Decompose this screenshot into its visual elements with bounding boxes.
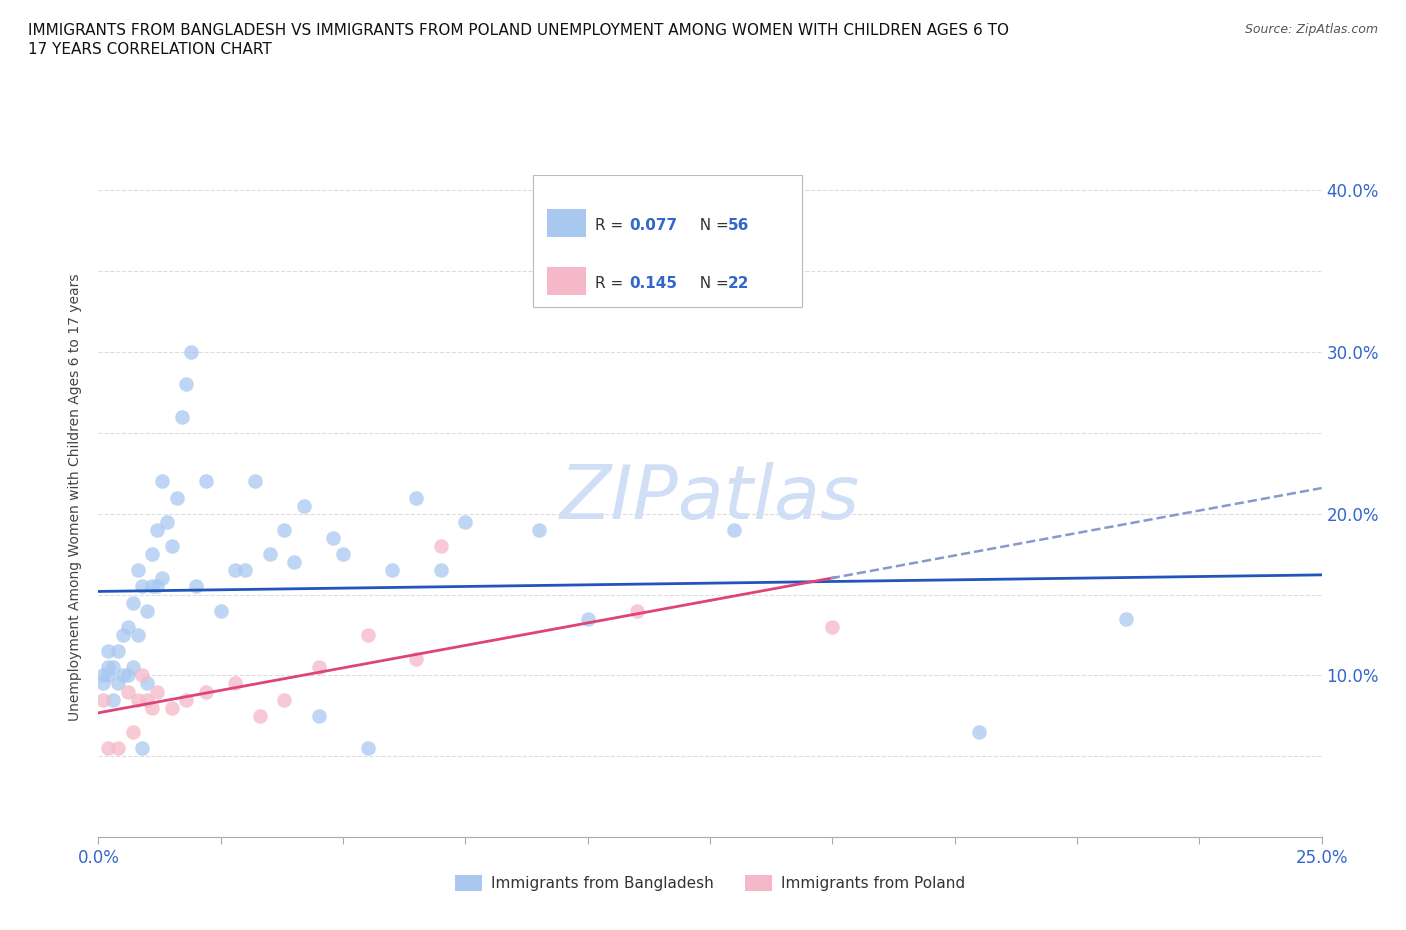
Point: [97, 660, 120, 675]
Point: [308, 709, 330, 724]
Text: Source: ZipAtlas.com: Source: ZipAtlas.com: [1244, 23, 1378, 36]
Point: [322, 530, 344, 545]
Point: [576, 611, 599, 626]
Text: 17 YEARS CORRELATION CHART: 17 YEARS CORRELATION CHART: [28, 42, 271, 57]
Point: [127, 563, 149, 578]
Text: N =: N =: [690, 276, 734, 291]
Legend: Immigrants from Bangladesh, Immigrants from Poland: Immigrants from Bangladesh, Immigrants f…: [449, 869, 972, 897]
Point: [186, 579, 208, 594]
Point: [136, 692, 159, 707]
Point: [136, 604, 159, 618]
Point: [127, 692, 149, 707]
Point: [117, 684, 139, 699]
Text: 22: 22: [728, 276, 749, 291]
Point: [356, 740, 378, 755]
Point: [156, 514, 179, 529]
Point: [176, 377, 198, 392]
Point: [224, 676, 246, 691]
Point: [136, 676, 159, 691]
Point: [121, 660, 143, 675]
Point: [121, 595, 143, 610]
Point: [249, 709, 271, 724]
Point: [209, 604, 232, 618]
Point: [141, 547, 163, 562]
Point: [97, 668, 120, 683]
Point: [107, 740, 129, 755]
Point: [967, 724, 990, 739]
Point: [283, 555, 305, 570]
Point: [233, 563, 256, 578]
Point: [821, 619, 844, 634]
Text: 0.077: 0.077: [630, 218, 678, 232]
Point: [381, 563, 404, 578]
Point: [131, 579, 153, 594]
Point: [195, 684, 218, 699]
Point: [91, 676, 114, 691]
Text: R =: R =: [595, 276, 627, 291]
Point: [259, 547, 281, 562]
Point: [170, 409, 193, 424]
Point: [195, 474, 218, 489]
Text: ZIPatlas: ZIPatlas: [560, 461, 860, 534]
Point: [430, 538, 453, 553]
Point: [166, 490, 188, 505]
Text: 56: 56: [728, 218, 749, 232]
Point: [405, 652, 427, 667]
Point: [243, 474, 266, 489]
Point: [101, 660, 124, 675]
Point: [405, 490, 427, 505]
Point: [91, 668, 114, 683]
Point: [131, 668, 153, 683]
Point: [141, 700, 163, 715]
Point: [117, 668, 139, 683]
Point: [454, 514, 477, 529]
Point: [97, 740, 120, 755]
Point: [107, 676, 129, 691]
Point: [131, 740, 153, 755]
Text: R =: R =: [595, 218, 627, 232]
Point: [160, 538, 183, 553]
Point: [127, 628, 149, 643]
Point: [224, 563, 246, 578]
Point: [273, 692, 295, 707]
Point: [356, 628, 378, 643]
Point: [150, 474, 173, 489]
Point: [101, 692, 124, 707]
Point: [121, 724, 143, 739]
Point: [107, 644, 129, 658]
Point: [141, 579, 163, 594]
Y-axis label: Unemployment Among Women with Children Ages 6 to 17 years: Unemployment Among Women with Children A…: [69, 273, 83, 722]
Point: [97, 644, 120, 658]
Point: [150, 571, 173, 586]
Point: [111, 668, 134, 683]
Point: [527, 523, 550, 538]
Point: [292, 498, 315, 513]
Point: [308, 660, 330, 675]
Text: IMMIGRANTS FROM BANGLADESH VS IMMIGRANTS FROM POLAND UNEMPLOYMENT AMONG WOMEN WI: IMMIGRANTS FROM BANGLADESH VS IMMIGRANTS…: [28, 23, 1010, 38]
Point: [180, 345, 202, 360]
Text: N =: N =: [690, 218, 734, 232]
Point: [146, 684, 169, 699]
Point: [273, 523, 295, 538]
Point: [332, 547, 354, 562]
Text: 0.145: 0.145: [630, 276, 678, 291]
Point: [146, 523, 169, 538]
Point: [160, 700, 183, 715]
Point: [111, 628, 134, 643]
Point: [626, 604, 648, 618]
Point: [723, 523, 745, 538]
Point: [430, 563, 453, 578]
Point: [1115, 611, 1137, 626]
Point: [117, 619, 139, 634]
Point: [146, 579, 169, 594]
Point: [176, 692, 198, 707]
Point: [91, 692, 114, 707]
